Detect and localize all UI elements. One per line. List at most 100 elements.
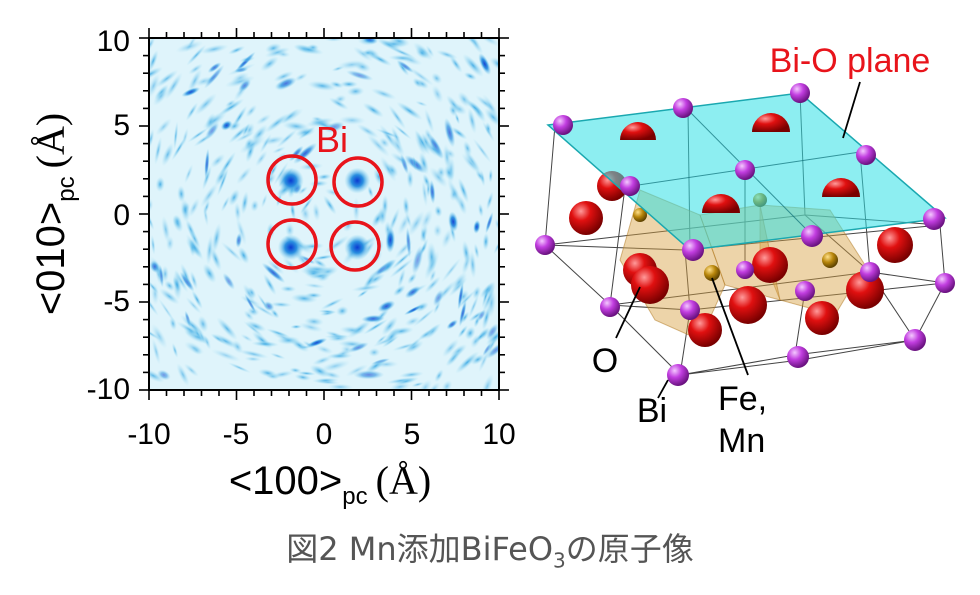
density-streak	[486, 191, 494, 211]
density-streak	[250, 302, 278, 319]
oxygen-atom	[702, 194, 740, 213]
caption-subscript: 3	[553, 548, 566, 573]
density-streak	[243, 320, 265, 338]
density-streak	[312, 355, 333, 366]
density-streak	[455, 351, 480, 374]
density-streak	[266, 259, 285, 275]
density-streak	[462, 53, 484, 78]
density-streak	[270, 370, 295, 379]
oxygen-atom	[688, 313, 722, 347]
density-streak	[236, 166, 252, 185]
density-streak	[443, 117, 456, 148]
bismuth-atom	[856, 145, 876, 165]
density-streak	[322, 370, 342, 380]
density-streak	[234, 202, 242, 222]
density-streak	[164, 72, 183, 100]
figure-caption: 図2 Mn添加BiFeO3の原子像	[0, 524, 980, 572]
bismuth-atom	[620, 176, 640, 196]
density-streak	[473, 219, 481, 234]
density-streak	[316, 173, 332, 181]
density-streak	[290, 324, 303, 330]
density-streak	[171, 342, 179, 358]
density-streak	[194, 93, 217, 116]
oxygen-atoms-upper	[620, 113, 860, 213]
oxygen-atom	[752, 113, 790, 132]
density-streak	[380, 39, 407, 49]
density-streak	[485, 211, 494, 234]
density-streak	[461, 252, 472, 276]
density-streak	[425, 180, 431, 198]
density-streak	[256, 293, 270, 312]
density-streak	[155, 118, 172, 136]
density-streak	[298, 322, 324, 333]
density-streak	[388, 104, 407, 130]
density-streak	[176, 321, 203, 338]
bi-site-circle	[266, 218, 318, 270]
density-streak	[475, 169, 485, 183]
density-streak	[445, 347, 464, 367]
density-map	[149, 38, 499, 390]
bismuth-atom	[904, 329, 926, 351]
density-streak	[361, 38, 378, 45]
x-axis-label: <100>pc (Å)	[229, 458, 431, 510]
density-streak	[260, 56, 279, 72]
density-streak	[157, 297, 176, 324]
density-streak	[276, 50, 291, 58]
density-streak	[202, 263, 217, 284]
density-streak	[315, 379, 341, 385]
density-streak	[280, 108, 299, 125]
density-streak	[336, 59, 367, 70]
density-streak	[426, 241, 437, 273]
density-streak	[485, 328, 499, 346]
density-streak	[479, 280, 496, 299]
density-streak	[199, 44, 229, 55]
y-tick-label: 5	[113, 109, 130, 142]
atomic-image-panel: 10 5 0 -5 -10 -10 -5 0 5 10 <100>pc (Å) <…	[28, 25, 516, 510]
density-streak	[325, 330, 344, 339]
bismuth-atom	[860, 262, 880, 282]
density-streak	[242, 283, 256, 303]
density-streak	[424, 128, 433, 142]
x-tick-label: -10	[127, 418, 170, 451]
density-streak	[312, 202, 321, 222]
density-streak	[381, 316, 398, 336]
density-streak	[173, 120, 179, 151]
density-streak	[412, 155, 417, 171]
bismuth-atoms-upper	[553, 83, 945, 261]
y-axis-label: <010>pc(Å)	[28, 113, 80, 315]
density-streak	[363, 319, 389, 335]
bismuth-atom	[736, 261, 754, 279]
density-streak	[396, 101, 423, 120]
density-streak	[227, 362, 252, 374]
density-streak	[171, 136, 187, 161]
density-streak	[270, 301, 293, 308]
density-streak	[449, 187, 459, 202]
density-streak	[407, 210, 425, 237]
density-streak	[197, 315, 209, 333]
density-streak	[193, 132, 214, 147]
density-streak	[151, 338, 161, 365]
density-streak	[203, 334, 212, 350]
density-streak	[191, 290, 203, 309]
density-streak	[149, 66, 164, 82]
density-streak	[308, 272, 332, 280]
density-streak	[480, 373, 494, 390]
oxygen-atom	[729, 286, 767, 324]
density-streak	[164, 280, 175, 292]
y-tick-label: 0	[113, 199, 130, 232]
density-streak	[335, 349, 351, 358]
oxygen-label: O	[592, 342, 618, 380]
density-streak	[456, 289, 477, 310]
density-streak	[386, 377, 415, 384]
density-streak	[370, 88, 397, 100]
bi-o-plane-label: Bi-O plane	[770, 42, 931, 80]
density-streak	[396, 60, 414, 73]
density-streak	[470, 334, 481, 349]
density-streak	[300, 205, 311, 223]
oxygen-atom	[569, 201, 603, 235]
oxygen-atom	[877, 227, 913, 263]
density-streak	[297, 186, 308, 195]
caption-suffix: の原子像	[565, 530, 694, 568]
density-streak	[159, 288, 180, 305]
density-streak	[150, 234, 156, 255]
